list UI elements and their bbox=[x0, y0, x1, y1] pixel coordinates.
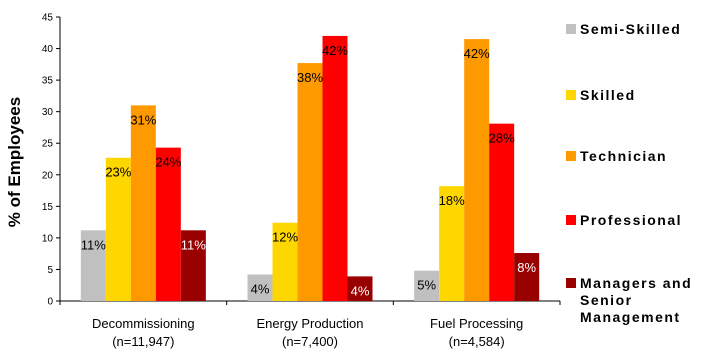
legend-item: Technician bbox=[566, 148, 700, 165]
bar bbox=[514, 253, 540, 301]
legend-label: Managers and Senior Management bbox=[580, 275, 693, 325]
bar-value-label: 42% bbox=[464, 46, 490, 61]
bar-value-label: 31% bbox=[130, 112, 156, 127]
bar-value-label: 11% bbox=[181, 237, 206, 252]
y-tick-label: 30 bbox=[42, 107, 54, 118]
x-category-count-label: (n=4,584) bbox=[449, 334, 505, 349]
legend-item: Semi-Skilled bbox=[566, 21, 700, 38]
legend-swatch bbox=[566, 24, 576, 34]
y-tick-label: 15 bbox=[42, 202, 54, 213]
legend-label: Technician bbox=[580, 148, 668, 164]
y-tick-label: 45 bbox=[42, 13, 54, 24]
y-tick-label: 25 bbox=[42, 139, 54, 150]
legend-item: Skilled bbox=[566, 87, 700, 104]
y-tick-label: 20 bbox=[42, 170, 54, 181]
legend-label: Professional bbox=[580, 212, 683, 228]
chart-bars bbox=[80, 35, 540, 302]
y-tick-label: 0 bbox=[47, 297, 53, 308]
legend-swatch bbox=[566, 278, 576, 288]
bar bbox=[247, 274, 273, 301]
bar-value-label: 11% bbox=[81, 237, 106, 252]
bar bbox=[439, 186, 465, 301]
y-tick-label: 10 bbox=[42, 233, 54, 244]
y-tick-label: 5 bbox=[47, 265, 53, 276]
bar-value-label: 38% bbox=[297, 70, 323, 85]
chart-axes: 0 5 10 15 20 25 30 35 40 45 Decommissioning (n=11,9… bbox=[42, 13, 561, 349]
bar bbox=[347, 276, 373, 301]
x-category-count-label: (n=11,947) bbox=[112, 334, 174, 349]
legend-swatch bbox=[566, 215, 576, 225]
y-tick-label: 35 bbox=[42, 76, 54, 87]
bar-value-label: 23% bbox=[105, 165, 131, 180]
bar-value-label: 4% bbox=[251, 281, 270, 296]
bar-value-label: 28% bbox=[489, 131, 515, 146]
bar bbox=[80, 230, 106, 301]
bar bbox=[180, 230, 206, 301]
x-category-label: Energy Production bbox=[257, 316, 364, 331]
chart-legend: Semi-Skilled Skilled Technician Professiona… bbox=[566, 0, 705, 352]
bar-value-label: 5% bbox=[417, 278, 436, 293]
legend-item: Professional bbox=[566, 212, 700, 229]
bar bbox=[464, 39, 490, 301]
legend-label: Skilled bbox=[580, 87, 636, 103]
chart-data-labels: 11% 23% 31% 24% 11% 4% 12% 38% 42% 4% 5% 18% 42% 28% 8… bbox=[81, 43, 537, 298]
legend-swatch bbox=[566, 151, 576, 161]
bar-value-label: 18% bbox=[439, 193, 465, 208]
bar-value-label: 12% bbox=[272, 230, 298, 245]
legend-swatch bbox=[566, 90, 576, 100]
bar bbox=[297, 63, 323, 302]
bar-value-label: 42% bbox=[322, 43, 348, 58]
bar bbox=[414, 270, 440, 301]
bar bbox=[155, 147, 181, 301]
x-category-label: Fuel Processing bbox=[430, 316, 523, 331]
bar-value-label: 24% bbox=[155, 155, 181, 170]
bar-value-label: 8% bbox=[517, 260, 536, 275]
bar bbox=[130, 105, 156, 301]
x-category-label: Decommissioning bbox=[92, 316, 195, 331]
bar bbox=[322, 35, 348, 301]
bar bbox=[272, 222, 298, 301]
y-tick-label: 40 bbox=[42, 44, 54, 55]
y-axis-title: % of Employees bbox=[5, 97, 24, 227]
legend-label: Semi-Skilled bbox=[580, 21, 682, 37]
x-category-count-label: (n=7,400) bbox=[282, 334, 338, 349]
bar-chart: 0 5 10 15 20 25 30 35 40 45 Decommissioning (n=11,9… bbox=[5, 13, 561, 349]
bar bbox=[105, 157, 131, 301]
bar bbox=[489, 123, 515, 301]
legend-item: Managers and Senior Management bbox=[566, 275, 700, 326]
bar-value-label: 4% bbox=[351, 283, 370, 298]
